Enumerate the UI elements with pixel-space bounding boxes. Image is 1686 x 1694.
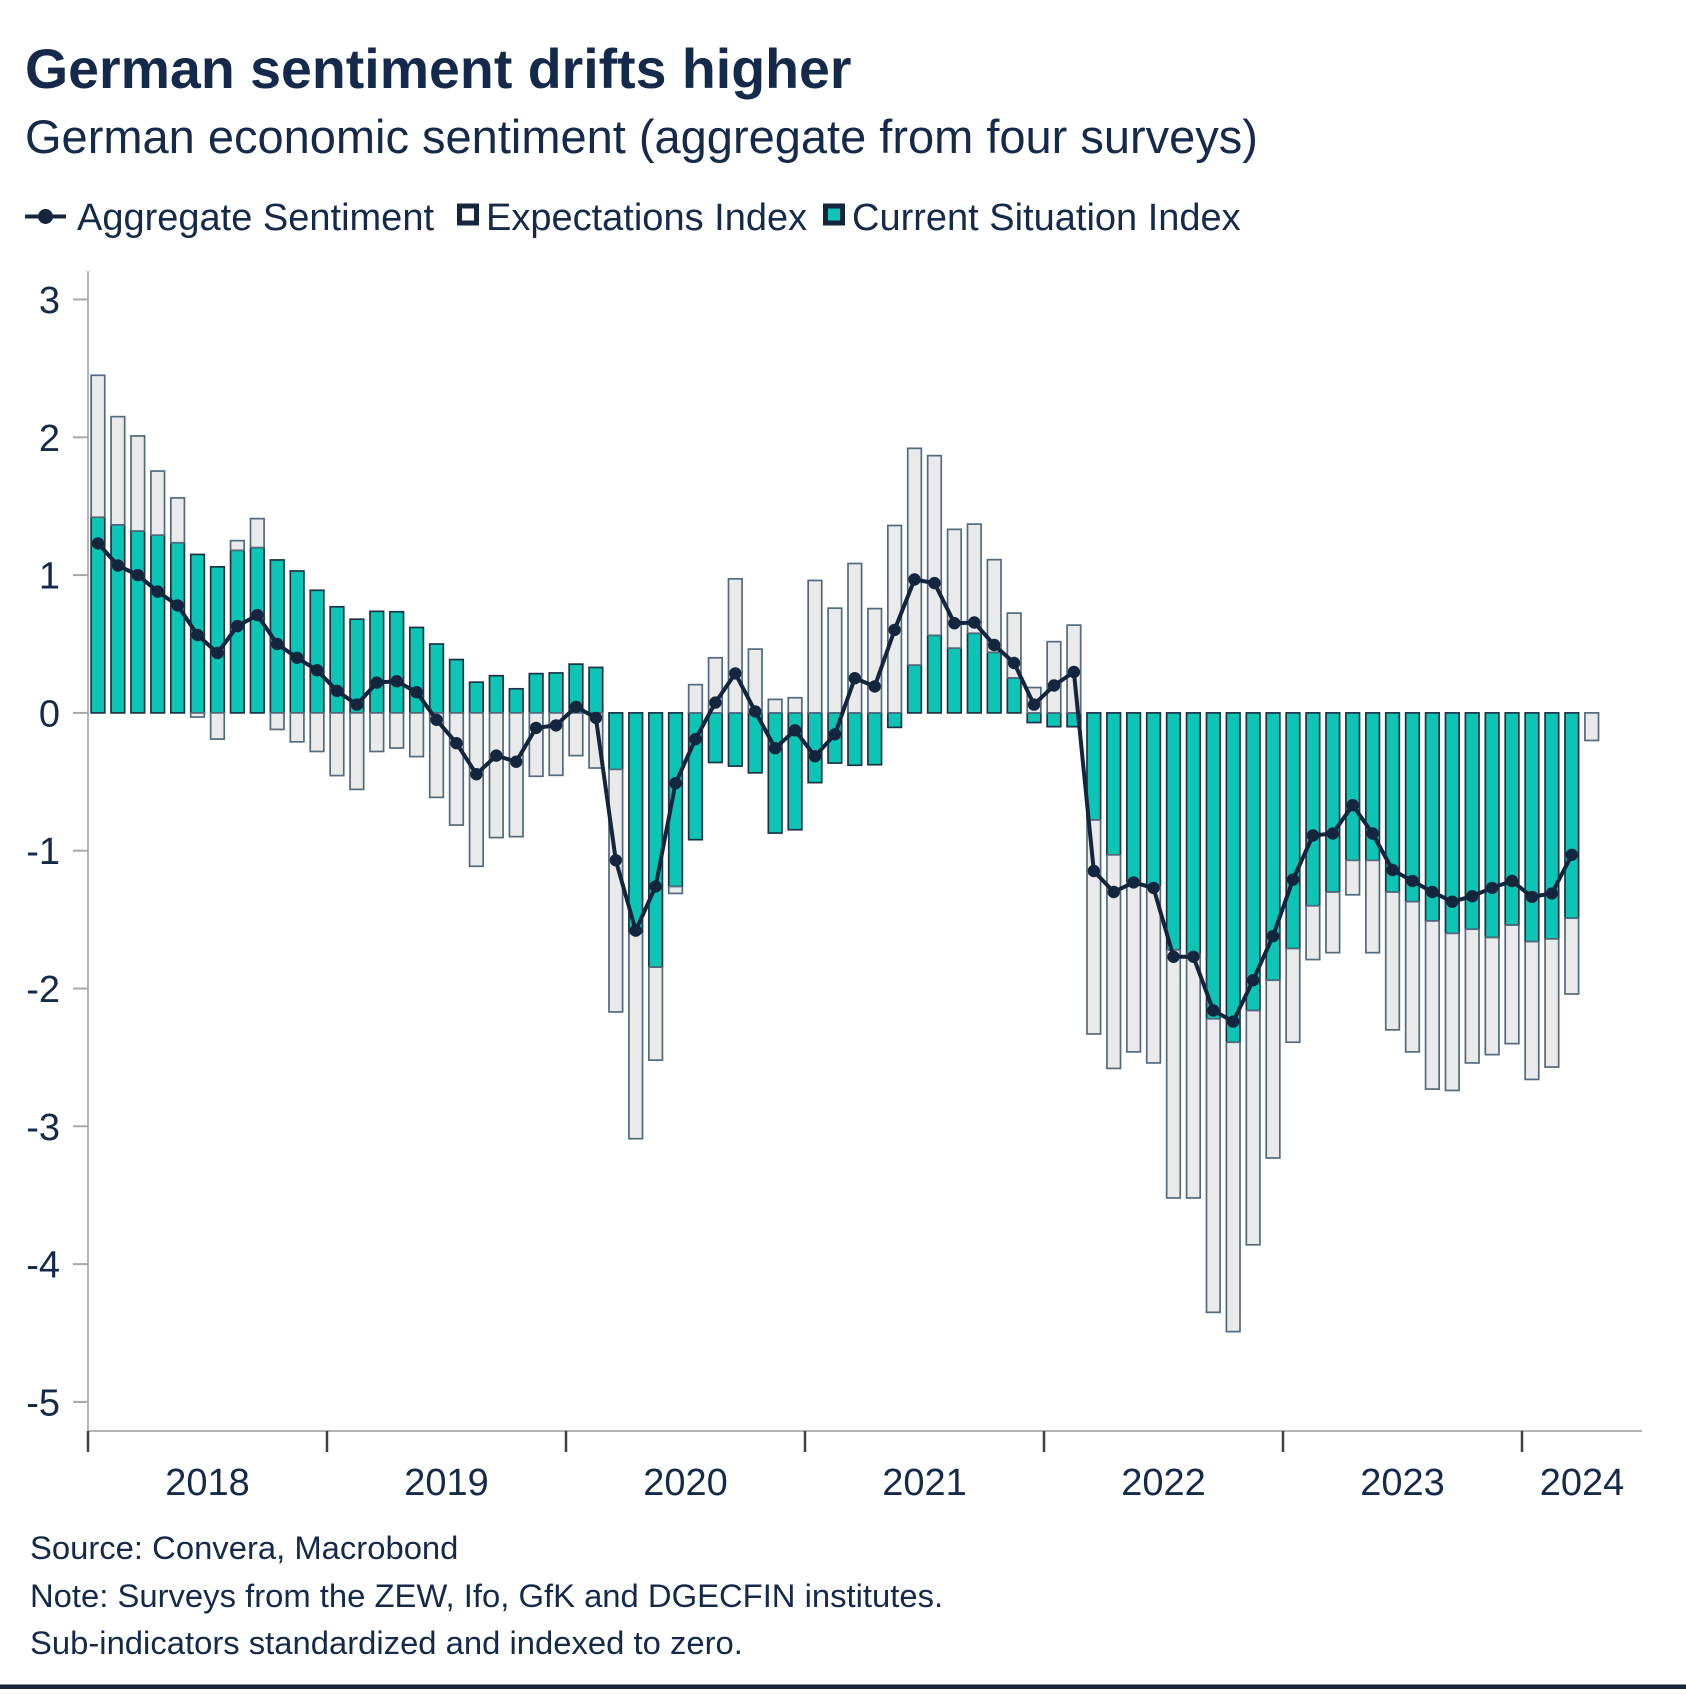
svg-text:-5: -5	[26, 1382, 60, 1424]
svg-text:-1: -1	[26, 831, 60, 873]
svg-text:2018: 2018	[165, 1462, 250, 1504]
svg-text:2: 2	[39, 418, 60, 460]
svg-text:2022: 2022	[1121, 1462, 1206, 1504]
svg-text:2024: 2024	[1540, 1462, 1625, 1504]
svg-text:2021: 2021	[882, 1462, 967, 1504]
svg-text:German sentiment drifts higher: German sentiment drifts higher	[25, 38, 851, 100]
svg-text:Current Situation Index: Current Situation Index	[852, 197, 1241, 239]
svg-text:-4: -4	[26, 1245, 60, 1287]
svg-text:Source: Convera, Macrobond: Source: Convera, Macrobond	[30, 1529, 458, 1566]
svg-text:German economic sentiment (agg: German economic sentiment (aggregate fro…	[25, 110, 1258, 163]
svg-text:-3: -3	[26, 1107, 60, 1149]
svg-text:1: 1	[39, 556, 60, 598]
svg-text:2020: 2020	[643, 1462, 728, 1504]
svg-text:-2: -2	[26, 969, 60, 1011]
svg-text:Aggregate Sentiment: Aggregate Sentiment	[77, 197, 434, 239]
svg-text:Expectations Index: Expectations Index	[486, 197, 807, 239]
svg-text:0: 0	[39, 693, 60, 735]
svg-text:2019: 2019	[404, 1462, 489, 1504]
svg-text:Note: Surveys from the ZEW, If: Note: Surveys from the ZEW, Ifo, GfK and…	[30, 1577, 943, 1614]
svg-text:3: 3	[39, 280, 60, 322]
svg-text:Sub-indicators standardized an: Sub-indicators standardized and indexed …	[30, 1624, 743, 1661]
svg-text:2023: 2023	[1360, 1462, 1445, 1504]
